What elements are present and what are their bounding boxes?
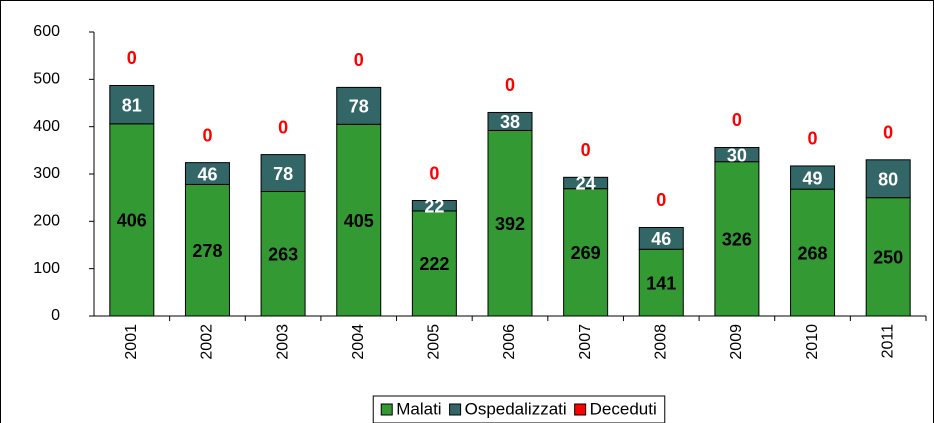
data-label: 30 [727,145,747,165]
data-label: 263 [268,245,298,265]
legend-swatch [380,403,393,416]
x-tick-label: 2002 [199,324,216,360]
data-label: 0 [202,125,212,145]
y-tick-label: 0 [51,307,60,324]
data-label: 278 [192,241,222,261]
data-label: 0 [429,163,439,183]
x-tick-label: 2011 [879,324,896,359]
x-tick-label: 2006 [501,324,518,360]
bar-segment [336,123,382,317]
bar-segment [865,197,911,317]
bar-segment [865,159,911,199]
y-tick-label: 300 [33,165,60,182]
bar-segment [109,123,155,317]
data-label: 406 [117,211,147,231]
bar-segment [184,162,230,185]
data-label: 38 [500,112,520,132]
data-label: 0 [354,50,364,70]
y-tick-label: 200 [33,213,60,230]
data-label: 49 [803,168,823,188]
data-label: 392 [495,214,525,234]
bar-segment [563,176,609,190]
data-label: 0 [656,190,666,210]
data-label: 46 [651,229,671,249]
bar-segment [411,210,457,317]
data-label: 78 [273,164,293,184]
bar-segment [714,146,760,163]
bar-segment [790,165,836,190]
bar-segment [790,188,836,317]
x-tick-label: 2007 [577,324,594,360]
bar-segment [487,129,533,317]
bar-segment [260,191,306,317]
data-label: 268 [798,243,828,263]
bar-segment [260,154,306,193]
legend-label: Ospedalizzati [465,399,567,418]
x-tick-label: 2009 [728,324,745,360]
bar-segment [411,200,457,212]
x-tick-label: 2008 [652,324,669,360]
data-label: 405 [344,211,374,231]
data-label: 0 [278,117,288,137]
y-tick-label: 500 [33,71,60,88]
x-tick-label: 2010 [804,324,821,360]
y-tick-label: 400 [33,118,60,135]
data-label: 0 [883,123,893,143]
bar-segment [638,226,684,250]
y-tick-label: 100 [33,260,60,277]
data-label: 0 [808,129,818,149]
data-label: 0 [581,140,591,160]
x-tick-label: 2005 [426,324,443,360]
data-label: 78 [349,97,369,117]
bar-segment [487,111,533,131]
data-label: 46 [197,164,217,184]
data-label: 80 [878,169,898,189]
legend-label: Deceduti [590,399,657,418]
bar-segment [563,188,609,317]
data-label: 0 [505,75,515,95]
data-label: 250 [873,248,903,268]
bar-segment [336,86,382,125]
legend-swatch [574,403,587,416]
x-tick-label: 2001 [123,324,140,360]
data-label: 24 [576,174,596,194]
data-label: 0 [127,48,137,68]
bar-segment [109,84,155,125]
x-tick-label: 2003 [274,324,291,360]
data-label: 141 [646,273,676,293]
data-label: 326 [722,230,752,250]
data-label: 269 [571,243,601,263]
legend-frame [372,395,666,423]
legend: Malati Ospedalizzati Deceduti [372,395,666,423]
data-label: 0 [732,110,742,130]
data-label: 222 [419,254,449,274]
data-label: 81 [122,95,142,115]
y-tick-label: 600 [33,23,60,40]
legend-swatch [449,403,462,416]
x-tick-label: 2004 [350,324,367,360]
bar-segment [714,161,760,317]
legend-label: Malati [396,399,441,418]
data-label: 22 [424,196,444,216]
